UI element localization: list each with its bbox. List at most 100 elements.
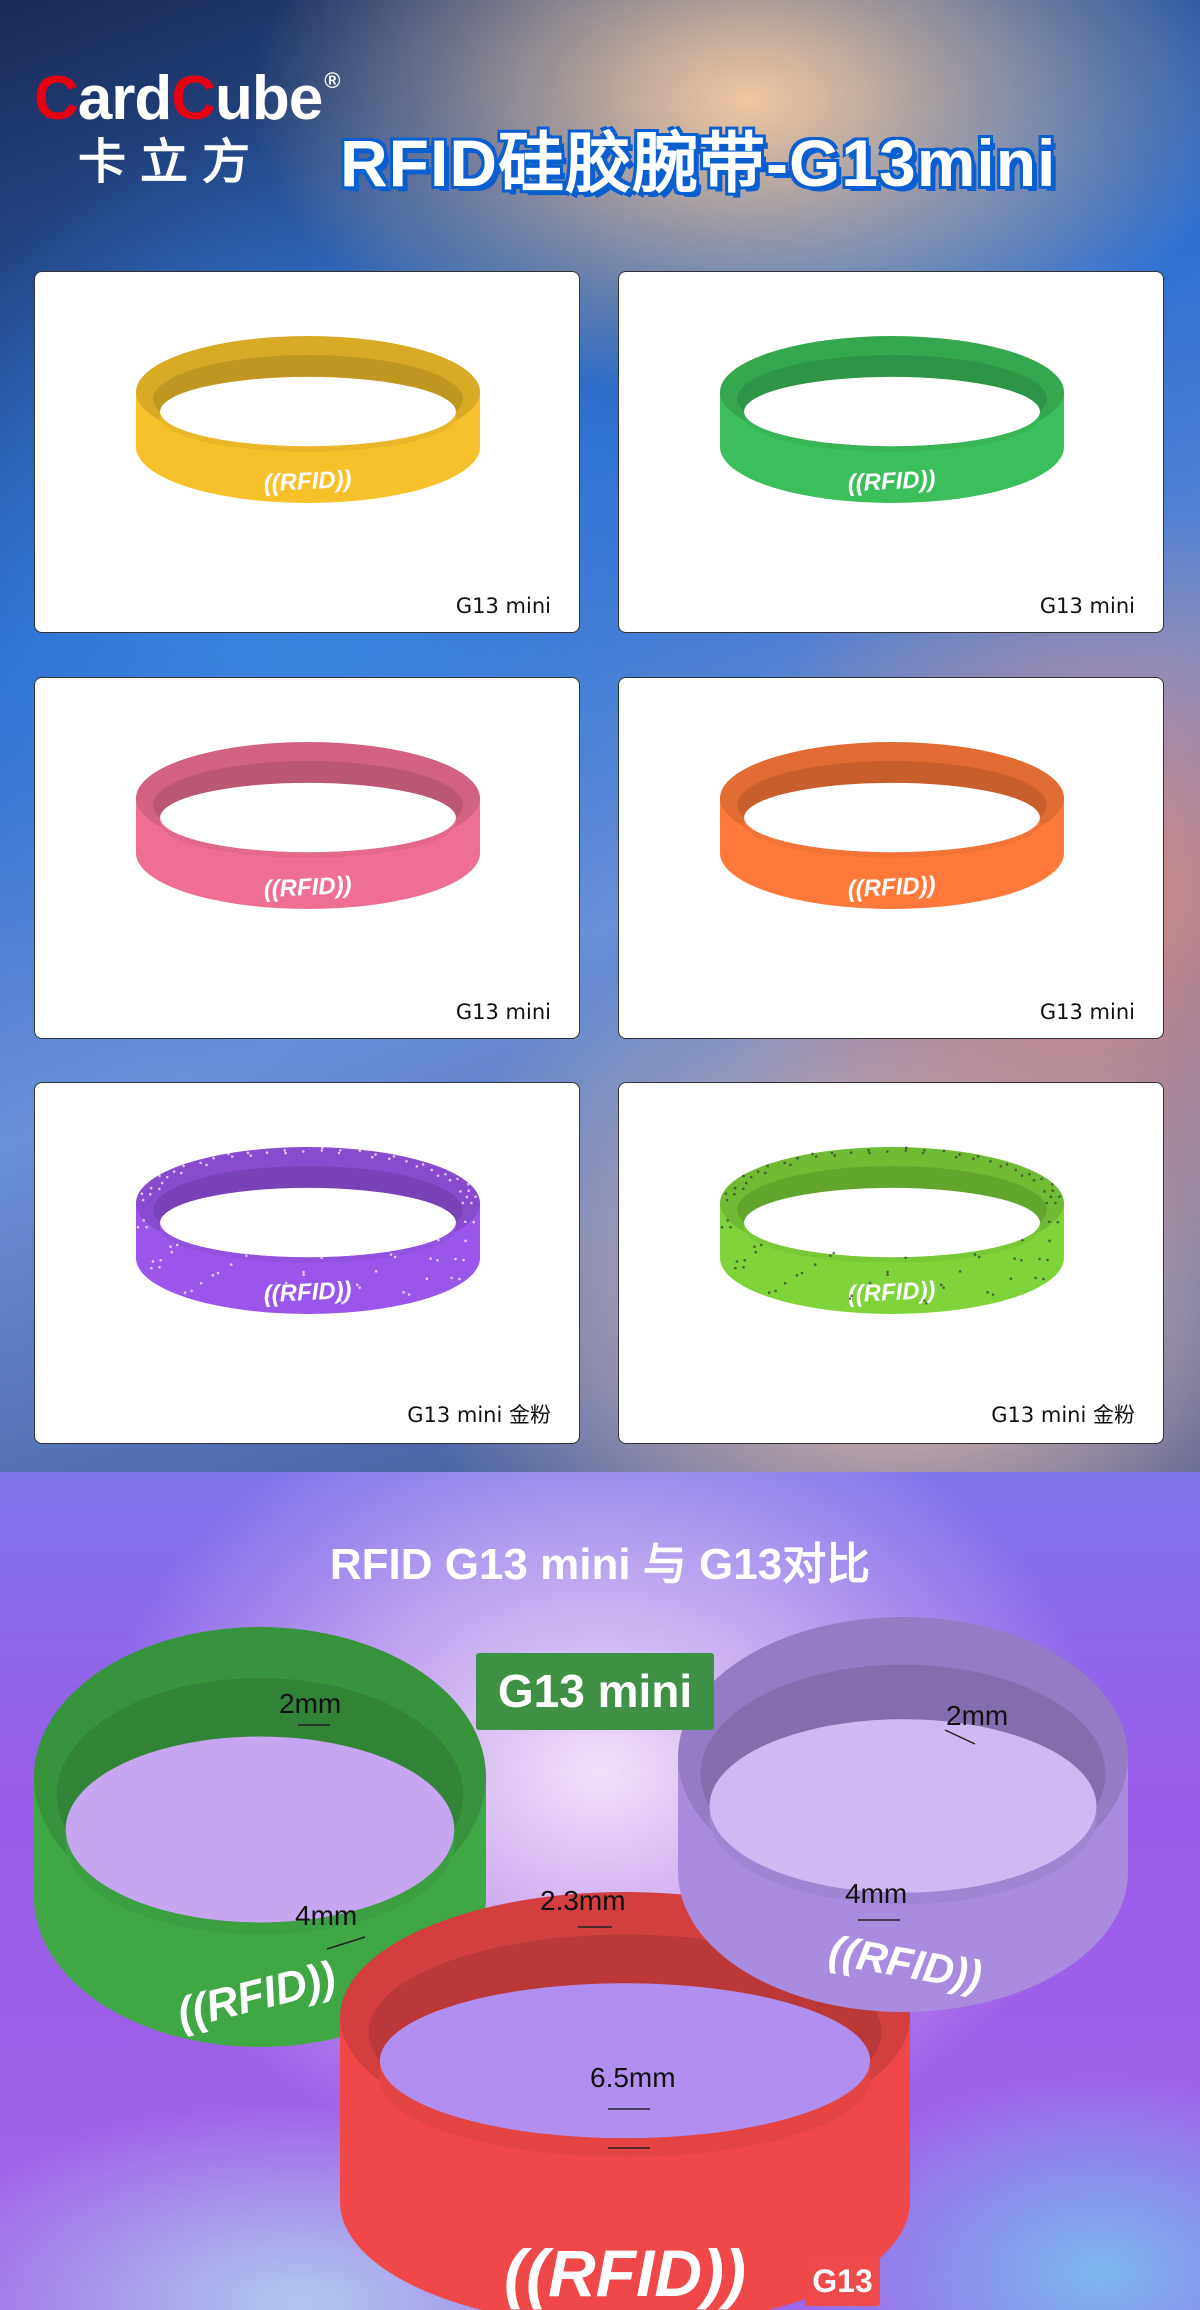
glitter-speck	[392, 1155, 396, 1158]
glitter-speck	[165, 1175, 169, 1179]
product-card[interactable]: ((RFID)) G13 mini 金粉	[34, 1082, 580, 1444]
glitter-speck	[158, 1265, 161, 1269]
glitter-speck	[283, 1149, 286, 1152]
glitter-speck	[886, 1273, 889, 1277]
glitter-speck	[986, 1291, 989, 1294]
dimension-marker	[944, 1729, 976, 1745]
glitter-speck	[795, 1274, 799, 1277]
product-caption: G13 mini	[455, 594, 551, 618]
glitter-speck	[444, 1172, 447, 1176]
glitter-speck	[216, 1271, 220, 1275]
wristband: ((RFID))	[136, 336, 480, 503]
glitter-speck	[1050, 1182, 1054, 1186]
glitter-speck	[1038, 1257, 1041, 1261]
glitter-speck	[464, 1239, 467, 1243]
glitter-speck	[756, 1170, 760, 1173]
glitter-speck	[170, 1250, 174, 1254]
glitter-speck	[814, 1155, 818, 1158]
cardcube-logo: CardCube® 卡立方	[34, 64, 341, 192]
glitter-speck	[766, 1164, 769, 1168]
glitter-speck	[729, 1225, 732, 1229]
glitter-speck	[850, 1294, 854, 1298]
wristband-image: ((RFID))	[720, 742, 1064, 909]
product-card[interactable]: ((RFID)) G13 mini	[34, 677, 580, 1039]
product-caption: G13 mini	[1039, 594, 1135, 618]
logo-letter: ard	[77, 64, 172, 133]
glitter-speck	[813, 1263, 817, 1266]
glitter-speck	[175, 1243, 179, 1247]
glitter-speck	[212, 1156, 215, 1160]
glitter-speck	[1047, 1220, 1051, 1224]
glitter-speck	[149, 1186, 153, 1190]
glitter-speck	[972, 1157, 975, 1161]
glitter-speck	[720, 1225, 724, 1229]
glitter-speck	[868, 1281, 872, 1285]
glitter-speck	[742, 1187, 745, 1191]
glitter-speck	[783, 1161, 786, 1165]
dim-label: 2mm	[279, 1688, 342, 1719]
glitter-speck	[1054, 1201, 1057, 1205]
wristband: ((RFID))	[720, 336, 1064, 503]
product-caption: G13 mini 金粉	[991, 1403, 1135, 1427]
glitter-speck	[463, 1220, 467, 1224]
rfid-imprint: ((RFID))	[847, 466, 936, 498]
rfid-imprint: ((RFID))	[263, 872, 352, 904]
glitter-speck	[249, 1154, 253, 1157]
comparison-illustration: ((RFID)) ((RFID)) ((RFID))	[34, 1617, 1128, 2310]
glitter-speck	[341, 1302, 344, 1305]
glitter-speck	[830, 1151, 834, 1155]
glitter-speck	[973, 1253, 977, 1256]
glitter-speck	[389, 1253, 393, 1256]
glitter-speck	[159, 1258, 162, 1262]
product-card[interactable]: ((RFID)) G13 mini	[618, 271, 1164, 633]
glitter-speck	[374, 1270, 378, 1273]
glitter-speck	[211, 1274, 215, 1277]
dim-label: 4mm	[845, 1878, 908, 1909]
product-caption: G13 mini	[1039, 1000, 1135, 1024]
glitter-speck	[136, 1225, 140, 1229]
glitter-speck	[302, 1270, 305, 1274]
glitter-speck	[458, 1277, 461, 1281]
glitter-speck	[833, 1154, 837, 1157]
glitter-speck	[320, 1146, 324, 1150]
glitter-speck	[1020, 1258, 1023, 1262]
glitter-speck	[942, 1286, 945, 1289]
glitter-speck	[461, 1201, 465, 1205]
glitter-speck	[1056, 1220, 1060, 1224]
glitter-speck	[1051, 1189, 1055, 1193]
g13-mini-badge: G13 mini	[476, 1653, 714, 1730]
glitter-speck	[942, 1149, 946, 1153]
glitter-speck	[1034, 1276, 1037, 1280]
glitter-speck	[1046, 1258, 1049, 1262]
wristband-image: ((RFID))	[136, 1146, 480, 1314]
dim-label: 6.5mm	[590, 2062, 676, 2093]
glitter-speck	[753, 1245, 756, 1249]
product-card[interactable]: ((RFID)) G13 mini	[34, 271, 580, 633]
glitter-speck	[407, 1293, 411, 1296]
dimension-marker	[326, 1936, 366, 1950]
glitter-speck	[886, 1270, 889, 1274]
wristband: ((RFID))	[136, 742, 480, 909]
glitter-speck	[1013, 1257, 1016, 1260]
glitter-speck	[1028, 1172, 1031, 1176]
glitter-speck	[454, 1257, 457, 1261]
wristband: ((RFID))	[720, 1146, 1064, 1314]
glitter-speck	[370, 1155, 374, 1159]
product-card[interactable]: ((RFID)) G13 mini 金粉	[618, 1082, 1164, 1444]
product-card[interactable]: ((RFID)) G13 mini	[618, 677, 1164, 1039]
glitter-speck	[472, 1220, 476, 1224]
rfid-imprint: ((RFID))	[847, 1277, 936, 1309]
glitter-speck	[388, 1157, 391, 1161]
glitter-speck	[754, 1250, 758, 1254]
page-title: RFID硅胶腕带-G13mini	[340, 126, 1057, 200]
glitter-speck	[734, 1266, 737, 1270]
rfid-imprint: ((RFID))	[847, 872, 936, 904]
glitter-speck	[145, 1225, 148, 1229]
glitter-speck	[763, 1171, 767, 1175]
glitter-speck	[1021, 1238, 1024, 1242]
glitter-speck	[301, 1150, 305, 1153]
glitter-speck	[759, 1243, 763, 1247]
glitter-speck	[205, 1163, 208, 1167]
glitter-speck	[230, 1155, 234, 1158]
comparison-title: RFID G13 mini 与 G13对比	[329, 1540, 871, 1589]
